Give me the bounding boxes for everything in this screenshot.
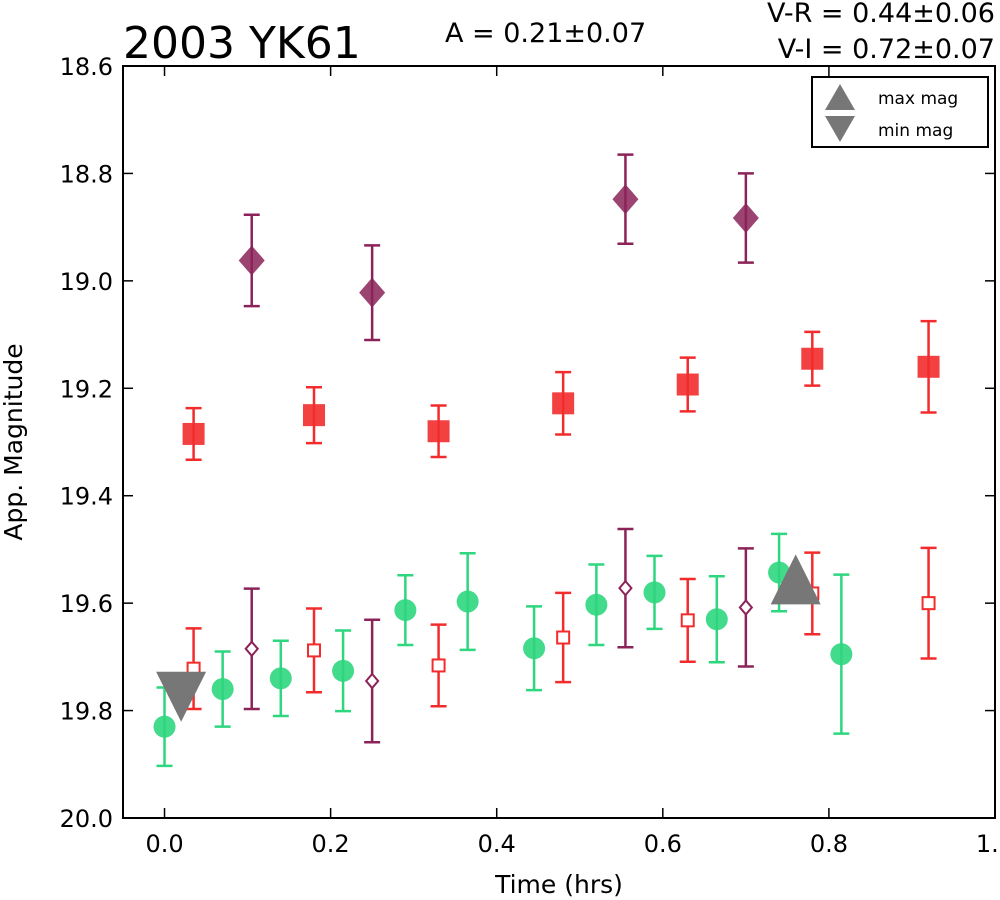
min-mag-marker — [156, 671, 207, 722]
data-point-open-diamond — [618, 579, 633, 597]
data-point-square — [182, 422, 205, 445]
y-tick-label: 18.6 — [60, 53, 113, 81]
chart-title: 2003 YK61 — [123, 18, 361, 69]
max-mag-marker — [770, 554, 821, 605]
x-tick-label: 0.4 — [478, 830, 516, 858]
data-point-open-square — [556, 630, 571, 645]
data-point-diamond — [359, 277, 386, 308]
data-point-square — [552, 392, 575, 415]
data-point-circle — [332, 659, 355, 682]
y-tick-label: 19.4 — [60, 483, 113, 511]
v-r-annotation: V-R = 0.44±0.06 — [767, 0, 995, 29]
data-point-square — [676, 373, 699, 396]
legend-min-mag-label: min mag — [878, 121, 953, 141]
data-point-open-square — [921, 596, 936, 611]
data-point-circle — [394, 599, 417, 622]
data-point-circle — [269, 667, 292, 690]
x-tick-label: 0.2 — [312, 830, 350, 858]
data-point-circle — [456, 590, 479, 613]
x-tick-label: 0.6 — [644, 830, 682, 858]
x-tick-label: 1.0 — [976, 830, 1000, 858]
data-point-open-diamond — [364, 672, 380, 690]
x-axis-label: Time (hrs) — [494, 870, 623, 899]
data-point-square — [303, 404, 326, 427]
y-tick-label: 19.2 — [60, 375, 113, 403]
legend-max-mag-label: max mag — [878, 89, 958, 109]
data-point-square — [917, 355, 940, 378]
data-point-diamond — [612, 184, 639, 215]
data-point-circle — [523, 637, 546, 660]
y-tick-label: 19.0 — [60, 268, 113, 296]
data-point-circle — [643, 581, 666, 604]
amplitude-annotation: A = 0.21±0.07 — [445, 18, 646, 49]
y-tick-label: 18.8 — [60, 160, 113, 188]
data-point-open-square — [431, 658, 446, 673]
data-point-circle — [211, 678, 234, 701]
legend-min-mag-marker — [825, 116, 855, 142]
data-point-diamond — [238, 245, 265, 276]
v-i-annotation: V-I = 0.72±0.07 — [778, 34, 995, 65]
plot-frame — [122, 65, 996, 819]
data-point-diamond — [732, 203, 759, 234]
legend-max-mag-marker — [825, 84, 855, 110]
legend: max mag min mag — [811, 76, 989, 148]
data-point-open-diamond — [244, 640, 260, 658]
data-point-open-diamond — [738, 598, 754, 616]
data-point-open-square — [307, 643, 322, 658]
data-point-square — [801, 347, 824, 370]
x-tick-label: 0.8 — [810, 830, 848, 858]
data-point-circle — [705, 608, 728, 631]
data-point-square — [427, 420, 450, 443]
x-tick-label: 0.0 — [145, 830, 183, 858]
data-point-circle — [153, 715, 176, 738]
y-axis-label: App. Magnitude — [0, 343, 28, 540]
y-tick-label: 20.0 — [60, 805, 113, 833]
data-point-circle — [585, 593, 608, 616]
y-tick-label: 19.8 — [60, 698, 113, 726]
data-point-open-square — [680, 613, 695, 628]
data-point-circle — [830, 643, 853, 666]
y-tick-label: 19.6 — [60, 590, 113, 618]
